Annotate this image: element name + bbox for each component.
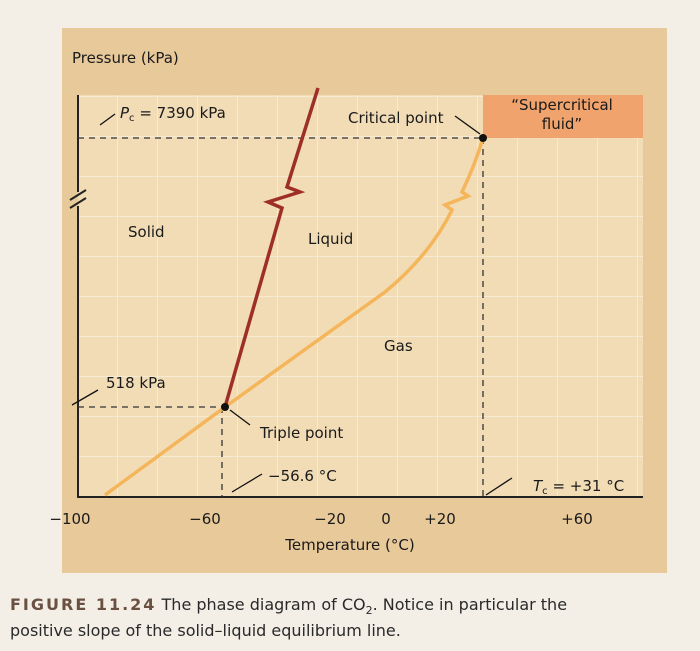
subscript: c [129,113,135,124]
leader-lines [71,113,513,496]
triple-point-marker [221,403,229,411]
text: = +31 °C [548,477,625,495]
caption-subscript: 2 [366,604,373,617]
melting-curve [223,87,320,408]
axes [69,95,643,498]
critical-point-label: Critical point [348,109,444,127]
supercritical-label: fluid” [542,115,582,133]
vaporization-curve [103,137,485,497]
x-tick-label: −60 [189,510,221,528]
x-tick-label: +20 [424,510,456,528]
caption-line: positive slope of the solid–liquid equil… [10,621,401,640]
x-tick-label: −20 [314,510,346,528]
caption-label: FIGURE 11.24 [10,595,156,614]
solid-label: Solid [128,223,165,241]
critical-pressure: Pc = 7390 kPa [120,104,226,124]
critical-point-marker [479,134,487,142]
caption-text: The phase diagram of CO [156,595,365,614]
x-tick-label: −100 [49,510,90,528]
critical-temperature: Tc = +31 °C [533,477,624,497]
caption-text: . Notice in particular the [373,595,567,614]
supercritical-label: “Supercritical [511,96,613,114]
triple-pressure: 518 kPa [106,374,166,392]
grid [78,95,643,497]
triple-point-label: Triple point [259,424,343,442]
supercritical-region [483,95,643,138]
x-tick-label: +60 [561,510,593,528]
symbol: T [533,477,544,495]
subscript: c [542,486,548,497]
symbol: P [120,104,130,122]
x-tick-label: 0 [381,510,391,528]
x-axis-title: Temperature (°C) [284,536,414,554]
y-axis-title: Pressure (kPa) [72,49,179,67]
triple-temperature: −56.6 °C [268,467,337,485]
text: = 7390 kPa [135,104,226,122]
gas-label: Gas [384,337,413,355]
liquid-label: Liquid [308,230,353,248]
guide-lines [78,137,484,497]
caption: FIGURE 11.24 The phase diagram of CO2. N… [10,595,567,617]
